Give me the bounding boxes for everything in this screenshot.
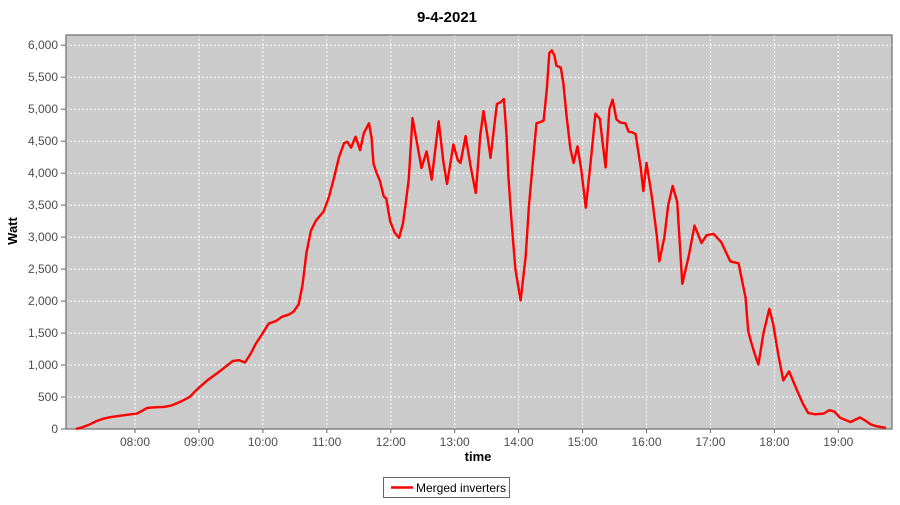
- y-tick-label: 2,000: [28, 294, 58, 308]
- x-tick-label: 13:00: [440, 435, 470, 449]
- y-tick-label: 0: [51, 422, 58, 436]
- x-tick-label: 16:00: [631, 435, 661, 449]
- y-tick-label: 3,000: [28, 230, 58, 244]
- x-tick-label: 18:00: [759, 435, 789, 449]
- y-tick-label: 500: [38, 390, 58, 404]
- y-tick-label: 4,500: [28, 134, 58, 148]
- chart-title: 9-4-2021: [417, 9, 477, 26]
- plot-border: [65, 34, 893, 430]
- legend: Merged inverters: [383, 477, 510, 498]
- x-tick-label: 11:00: [312, 435, 341, 449]
- x-axis-title: time: [465, 449, 492, 464]
- plot-background: [66, 35, 892, 429]
- x-tick-label: 08:00: [120, 435, 150, 449]
- x-tick-label: 09:00: [184, 435, 214, 449]
- y-tick-label: 1,500: [28, 326, 58, 340]
- y-tick-label: 1,000: [28, 358, 58, 372]
- legend-box: [383, 477, 510, 498]
- power-series-line: [75, 49, 887, 430]
- x-tick-label: 17:00: [695, 435, 725, 449]
- y-axis-title: Watt: [5, 216, 20, 244]
- x-tick-label: 19:00: [823, 435, 853, 449]
- x-tick-label: 10:00: [248, 435, 278, 449]
- y-tick-label: 2,500: [28, 262, 58, 276]
- y-tick-label: 6,000: [28, 38, 58, 52]
- legend-series-label: Merged inverters: [416, 481, 506, 495]
- y-tick-label: 5,000: [28, 102, 58, 116]
- x-tick-label: 15:00: [568, 435, 598, 449]
- y-tick-label: 4,000: [28, 166, 58, 180]
- x-tick-label: 14:00: [504, 435, 534, 449]
- y-tick-label: 3,500: [28, 198, 58, 212]
- plot-area: 08:00 09:00 10:00 11:00 12:00 13:00 14:00 15:00…: [28, 34, 893, 449]
- y-tick-label: 5,500: [28, 70, 58, 84]
- x-tick-label: 12:00: [376, 435, 406, 449]
